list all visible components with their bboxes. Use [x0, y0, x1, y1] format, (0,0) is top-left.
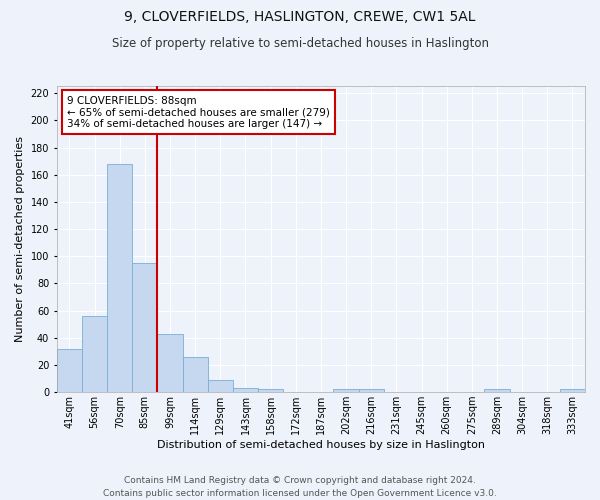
- Bar: [334, 390, 359, 392]
- Bar: [157, 334, 182, 392]
- Text: 9 CLOVERFIELDS: 88sqm
← 65% of semi-detached houses are smaller (279)
34% of sem: 9 CLOVERFIELDS: 88sqm ← 65% of semi-deta…: [67, 96, 330, 129]
- Bar: [233, 388, 258, 392]
- Bar: [132, 263, 157, 392]
- Bar: [57, 348, 82, 392]
- Y-axis label: Number of semi-detached properties: Number of semi-detached properties: [15, 136, 25, 342]
- Bar: [208, 380, 233, 392]
- Text: 9, CLOVERFIELDS, HASLINGTON, CREWE, CW1 5AL: 9, CLOVERFIELDS, HASLINGTON, CREWE, CW1 …: [124, 10, 476, 24]
- Bar: [359, 390, 384, 392]
- Bar: [82, 316, 107, 392]
- Text: Size of property relative to semi-detached houses in Haslington: Size of property relative to semi-detach…: [112, 38, 488, 51]
- Bar: [258, 390, 283, 392]
- Bar: [484, 390, 509, 392]
- X-axis label: Distribution of semi-detached houses by size in Haslington: Distribution of semi-detached houses by …: [157, 440, 485, 450]
- Bar: [560, 390, 585, 392]
- Text: Contains HM Land Registry data © Crown copyright and database right 2024.
Contai: Contains HM Land Registry data © Crown c…: [103, 476, 497, 498]
- Bar: [182, 357, 208, 392]
- Bar: [107, 164, 132, 392]
